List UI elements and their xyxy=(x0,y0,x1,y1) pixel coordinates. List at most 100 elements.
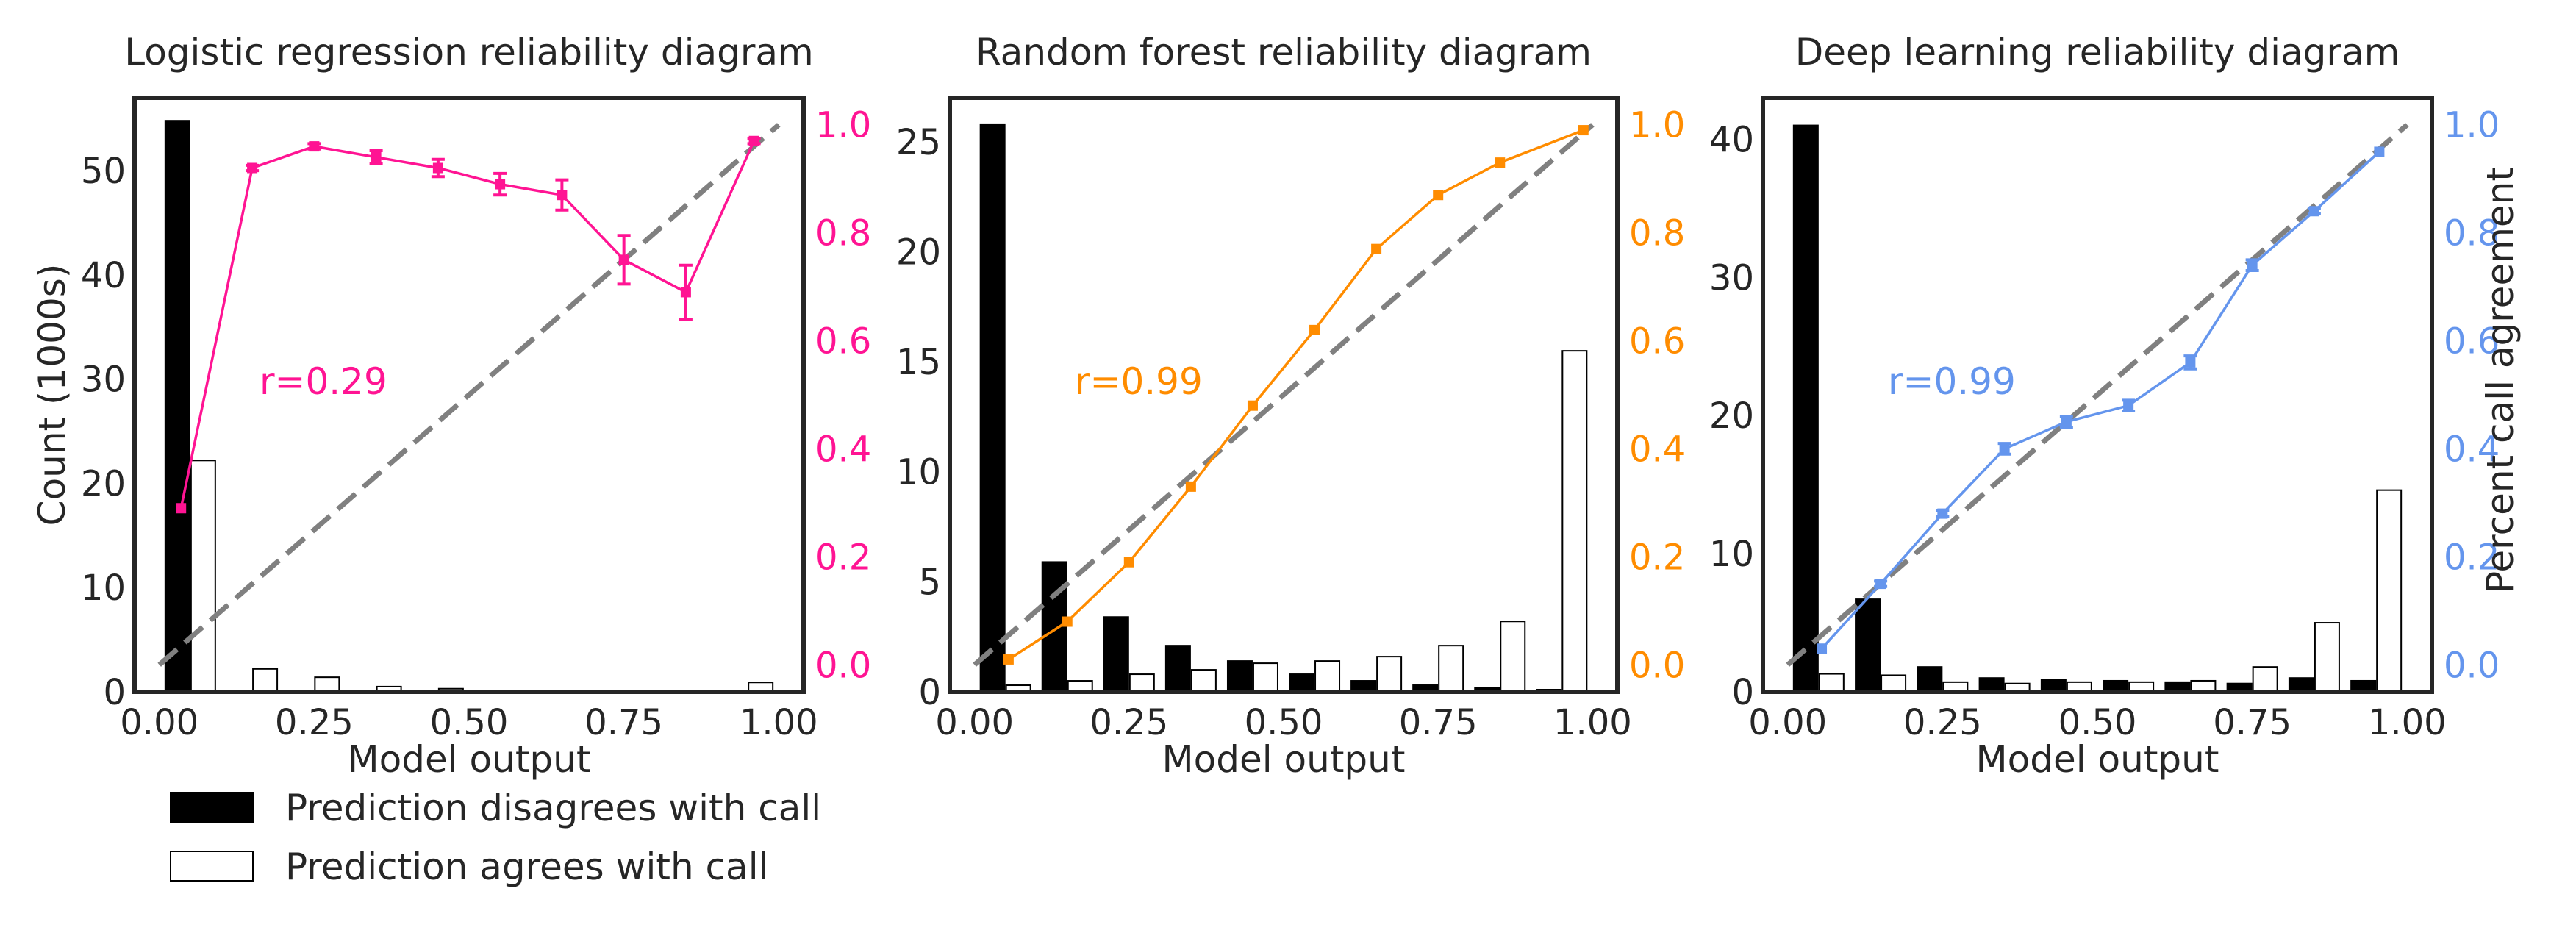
agreement-point xyxy=(1495,157,1506,168)
x-tick-label: 0.00 xyxy=(120,702,198,743)
agreement-point xyxy=(1937,508,1948,519)
y-tick-label: 20 xyxy=(1709,396,1754,437)
legend: Prediction disagrees with call Prediction… xyxy=(170,787,821,888)
y-right-tick-label: 0.8 xyxy=(815,213,871,254)
bar-agree xyxy=(1818,673,1845,693)
bar-agree xyxy=(1438,645,1464,693)
x-tick-label: 0.75 xyxy=(1399,702,1478,743)
plot-frame xyxy=(1761,96,2434,694)
chart-title: Deep learning reliability diagram xyxy=(1795,31,2400,74)
agreement-point xyxy=(495,179,506,190)
x-tick-label: 0.25 xyxy=(275,702,354,743)
y-right-tick-label: 0.2 xyxy=(2444,537,2500,578)
agreement-point xyxy=(1062,616,1073,627)
y-right-tick-label: 1.0 xyxy=(2444,105,2500,146)
plot-frame xyxy=(132,96,806,694)
agreement-point xyxy=(176,503,187,514)
y-right-tick-label: 0.0 xyxy=(1629,645,1685,686)
y-right-tick-label: 0.8 xyxy=(2444,213,2500,254)
y-right-tick-label: 0.8 xyxy=(1629,213,1685,254)
agreement-point xyxy=(1309,324,1320,335)
correlation-annotation: r=0.99 xyxy=(1888,360,2016,403)
x-tick-label: 0.00 xyxy=(935,702,1014,743)
bar-agree xyxy=(1376,656,1403,693)
agreement-point xyxy=(557,190,568,201)
plot-frame xyxy=(948,96,1620,694)
agreement-line xyxy=(179,140,756,509)
y-right-tick-label: 1.0 xyxy=(1629,105,1685,146)
correlation-annotation: r=0.99 xyxy=(1075,360,1203,403)
y-right-axis-label: Percent call agreement xyxy=(2479,167,2522,593)
agreement-point xyxy=(680,287,691,298)
panel-1: Logistic regression reliability diagram r… xyxy=(31,31,871,781)
y-tick-label: 10 xyxy=(81,568,126,609)
bar-disagree xyxy=(164,120,190,693)
x-tick-label: 1.00 xyxy=(2368,702,2447,743)
legend-swatch-agree xyxy=(170,851,254,882)
y-tick-label: 0 xyxy=(918,672,941,713)
x-tick-label: 0.25 xyxy=(1090,702,1168,743)
agreement-point xyxy=(1999,443,2010,454)
correlation-annotation: r=0.29 xyxy=(260,360,387,403)
bar-agree xyxy=(1128,673,1155,693)
bar-agree xyxy=(2376,489,2403,693)
bar-agree xyxy=(2314,622,2340,693)
bar-agree xyxy=(1252,662,1278,693)
bar-agree xyxy=(1561,350,1588,693)
agreement-point xyxy=(1123,557,1134,568)
bar-disagree xyxy=(1792,124,1819,693)
y-right-tick-label: 0.6 xyxy=(815,321,871,362)
legend-swatch-disagree xyxy=(170,792,254,823)
agreement-point xyxy=(247,162,258,174)
y-right-tick-label: 0.4 xyxy=(1629,429,1685,470)
y-tick-label: 10 xyxy=(1709,534,1754,575)
y-tick-label: 40 xyxy=(1709,119,1754,160)
diagonal-reference-line xyxy=(973,123,1595,667)
y-right-tick-label: 0.2 xyxy=(1629,537,1685,578)
x-tick-label: 1.00 xyxy=(1553,702,1632,743)
agreement-point xyxy=(2374,146,2385,157)
bar-disagree xyxy=(1103,616,1129,693)
legend-label: Prediction disagrees with call xyxy=(285,787,821,829)
y-tick-label: 50 xyxy=(81,151,126,192)
y-right-tick-label: 0.2 xyxy=(815,537,871,578)
y-tick-label: 30 xyxy=(81,360,126,401)
bar-agree xyxy=(1500,621,1526,693)
y-tick-label: 40 xyxy=(81,255,126,296)
y-tick-label: 5 xyxy=(918,562,941,603)
y-right-tick-label: 0.0 xyxy=(815,645,871,686)
bar-disagree xyxy=(1226,660,1253,693)
y-right-tick-label: 1.0 xyxy=(815,105,871,146)
bar-disagree xyxy=(1855,598,1881,693)
agreement-point xyxy=(618,254,629,265)
y-right-tick-label: 0.4 xyxy=(815,429,871,470)
agreement-point xyxy=(2185,357,2196,368)
bar-agree xyxy=(190,460,216,693)
x-axis-label: Model output xyxy=(1162,738,1406,781)
diagonal-reference-line xyxy=(1786,123,2409,667)
bar-agree xyxy=(1314,660,1341,693)
agreement-point xyxy=(1875,579,1886,590)
x-axis-label: Model output xyxy=(1976,738,2219,781)
y-right-tick-label: 0.6 xyxy=(1629,321,1685,362)
agreement-point xyxy=(1578,125,1589,136)
bar-disagree xyxy=(1289,673,1315,693)
bar-agree xyxy=(1190,669,1217,693)
panel-3: Deep learning reliability diagram r=0.99 0… xyxy=(1709,31,2522,781)
bar-agree xyxy=(2252,666,2278,693)
diagonal-reference-line xyxy=(157,123,781,667)
chart-title: Random forest reliability diagram xyxy=(976,31,1592,74)
agreement-point xyxy=(1817,643,1828,654)
x-tick-label: 0.50 xyxy=(430,702,509,743)
y-right-tick-label: 0.4 xyxy=(2444,429,2500,470)
x-tick-label: 0.50 xyxy=(1245,702,1323,743)
agreement-point xyxy=(371,151,382,162)
bar-disagree xyxy=(1917,666,1943,693)
x-tick-label: 0.25 xyxy=(1903,702,1982,743)
x-tick-label: 1.00 xyxy=(740,702,818,743)
y-right-tick-label: 0.6 xyxy=(2444,321,2500,362)
y-tick-label: 25 xyxy=(896,122,941,163)
y-right-tick-label: 0.0 xyxy=(2444,645,2500,686)
agreement-point xyxy=(1433,190,1444,201)
y-tick-label: 0 xyxy=(1731,672,1754,713)
